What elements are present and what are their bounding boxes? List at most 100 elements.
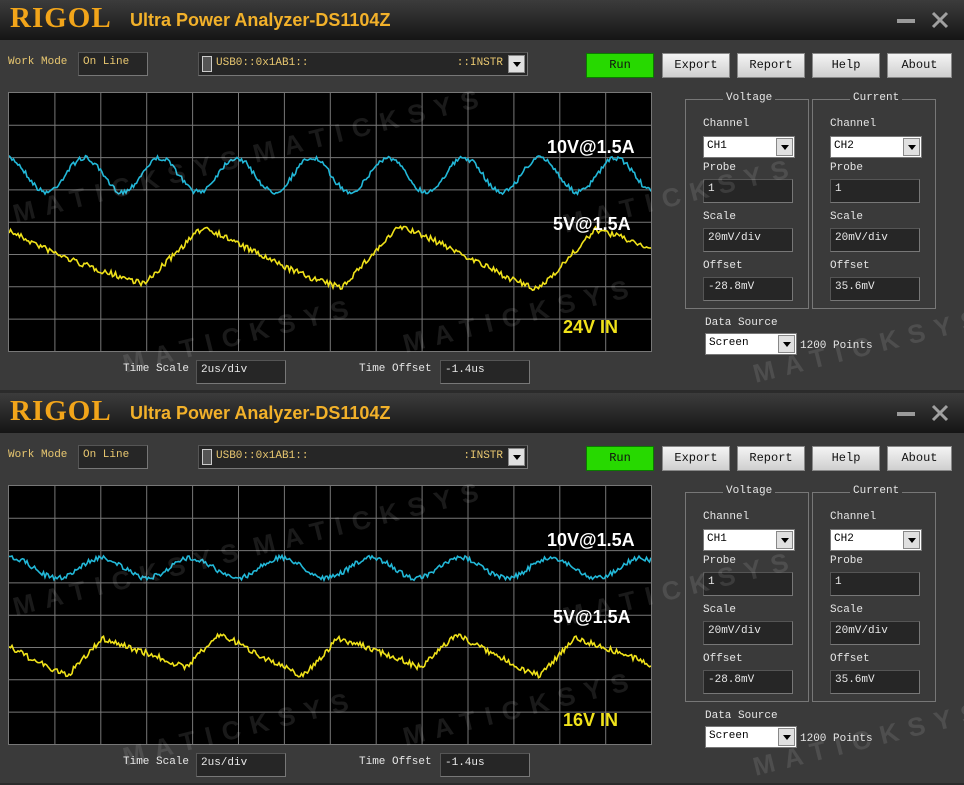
scale-label: Scale [830, 211, 864, 223]
waveform-cyan [8, 154, 652, 196]
channel-select[interactable]: CH1 [703, 529, 795, 551]
toolbar-button[interactable]: Help [812, 446, 880, 471]
resource-text: USB0::0x1AB1:: [216, 450, 309, 462]
close-button[interactable] [930, 10, 950, 30]
usb-icon [202, 449, 212, 465]
points-label: 1200 Points [800, 340, 873, 352]
dropdown-arrow [776, 531, 793, 549]
app-title: Ultra Power Analyzer-DS1104Z [130, 10, 391, 30]
offset-field: -28.8mV [703, 277, 793, 301]
app-window: RIGOL Ultra Power Analyzer-DS1104Z Work Mo… [0, 0, 964, 390]
voltage-title: Voltage [723, 92, 776, 104]
channel-value: CH2 [834, 533, 854, 545]
waveform-cyan [8, 553, 652, 583]
waveform-yellow [8, 632, 652, 679]
resource-select[interactable]: USB0::0x1AB1::::INSTR [198, 52, 528, 76]
dropdown-arrow [903, 531, 920, 549]
scope-annotation: 5V@1.5A [553, 607, 631, 627]
time-scale-field: 2us/div [196, 753, 286, 777]
probe-field: 1 [830, 179, 920, 203]
points-label: 1200 Points [800, 733, 873, 745]
offset-field: 35.6mV [830, 277, 920, 301]
dropdown-arrow [508, 448, 525, 466]
close-button[interactable] [930, 403, 950, 423]
scale-field: 20mV/div [830, 228, 920, 252]
offset-label: Offset [703, 653, 743, 665]
channel-label: Channel [703, 511, 750, 523]
scope-display: 10V@1.5A 5V@1.5A 24V IN [8, 92, 652, 352]
scope-svg [8, 486, 652, 744]
app-title: Ultra Power Analyzer-DS1104Z [130, 403, 391, 423]
time-offset-label: Time Offset [359, 756, 432, 768]
dropdown-arrow [778, 728, 795, 746]
current-title: Current [850, 92, 903, 104]
scope-annotation: 5V@1.5A [553, 214, 631, 234]
toolbar-button[interactable]: Report [737, 53, 805, 78]
resource-suffix: :INSTR [463, 450, 503, 462]
scope-annotation: 24V IN [563, 317, 619, 337]
dropdown-arrow [776, 138, 793, 156]
minimize-button[interactable] [897, 19, 915, 23]
brand-logo: RIGOL [10, 2, 112, 34]
time-scale-field: 2us/div [196, 360, 286, 384]
data-source-label: Data Source [705, 317, 778, 329]
offset-field: -28.8mV [703, 670, 793, 694]
channel-label: Channel [830, 511, 877, 523]
scope-annotation: 16V IN [563, 710, 619, 730]
channel-select[interactable]: CH1 [703, 136, 795, 158]
time-offset-field: -1.4us [440, 753, 530, 777]
toolbar-button[interactable]: Run [586, 446, 654, 471]
probe-label: Probe [830, 555, 864, 567]
voltage-title: Voltage [723, 485, 776, 497]
toolbar-button[interactable]: About [887, 446, 952, 471]
offset-label: Offset [830, 653, 870, 665]
time-offset-label: Time Offset [359, 363, 432, 375]
data-source-value: Screen [709, 337, 749, 349]
work-mode-field: On Line [78, 52, 148, 76]
probe-field: 1 [830, 572, 920, 596]
brand-logo: RIGOL [10, 395, 112, 427]
close-icon [931, 11, 949, 29]
title-bar: RIGOL Ultra Power Analyzer-DS1104Z [0, 0, 964, 40]
scope-annotation: 10V@1.5A [547, 137, 635, 157]
app-window: RIGOL Ultra Power Analyzer-DS1104Z Work Mo… [0, 393, 964, 783]
scope-svg [8, 93, 652, 351]
offset-label: Offset [830, 260, 870, 272]
waveform-yellow [8, 225, 652, 292]
work-mode-label: Work Mode [8, 56, 68, 68]
dropdown-arrow [778, 335, 795, 353]
dropdown-arrow [903, 138, 920, 156]
toolbar-button[interactable]: Run [586, 53, 654, 78]
data-source-label: Data Source [705, 710, 778, 722]
scale-label: Scale [703, 211, 737, 223]
channel-label: Channel [830, 118, 877, 130]
work-mode-field: On Line [78, 445, 148, 469]
channel-value: CH1 [707, 533, 727, 545]
current-title: Current [850, 485, 903, 497]
probe-label: Probe [703, 555, 737, 567]
toolbar-button[interactable]: Help [812, 53, 880, 78]
data-source-select[interactable]: Screen [705, 333, 797, 355]
toolbar-button[interactable]: Export [662, 53, 730, 78]
data-source-select[interactable]: Screen [705, 726, 797, 748]
toolbar-button[interactable]: Export [662, 446, 730, 471]
toolbar-button[interactable]: Report [737, 446, 805, 471]
usb-icon [202, 56, 212, 72]
toolbar-button[interactable]: About [887, 53, 952, 78]
channel-select[interactable]: CH2 [830, 136, 922, 158]
minimize-button[interactable] [897, 412, 915, 416]
probe-label: Probe [703, 162, 737, 174]
resource-select[interactable]: USB0::0x1AB1:::INSTR [198, 445, 528, 469]
resource-text: USB0::0x1AB1:: [216, 57, 309, 69]
title-bar: RIGOL Ultra Power Analyzer-DS1104Z [0, 393, 964, 433]
probe-label: Probe [830, 162, 864, 174]
probe-field: 1 [703, 179, 793, 203]
scope-display: 10V@1.5A 5V@1.5A 16V IN [8, 485, 652, 745]
data-source-value: Screen [709, 730, 749, 742]
scale-field: 20mV/div [703, 228, 793, 252]
work-mode-label: Work Mode [8, 449, 68, 461]
channel-value: CH2 [834, 140, 854, 152]
scale-field: 20mV/div [830, 621, 920, 645]
channel-select[interactable]: CH2 [830, 529, 922, 551]
offset-label: Offset [703, 260, 743, 272]
